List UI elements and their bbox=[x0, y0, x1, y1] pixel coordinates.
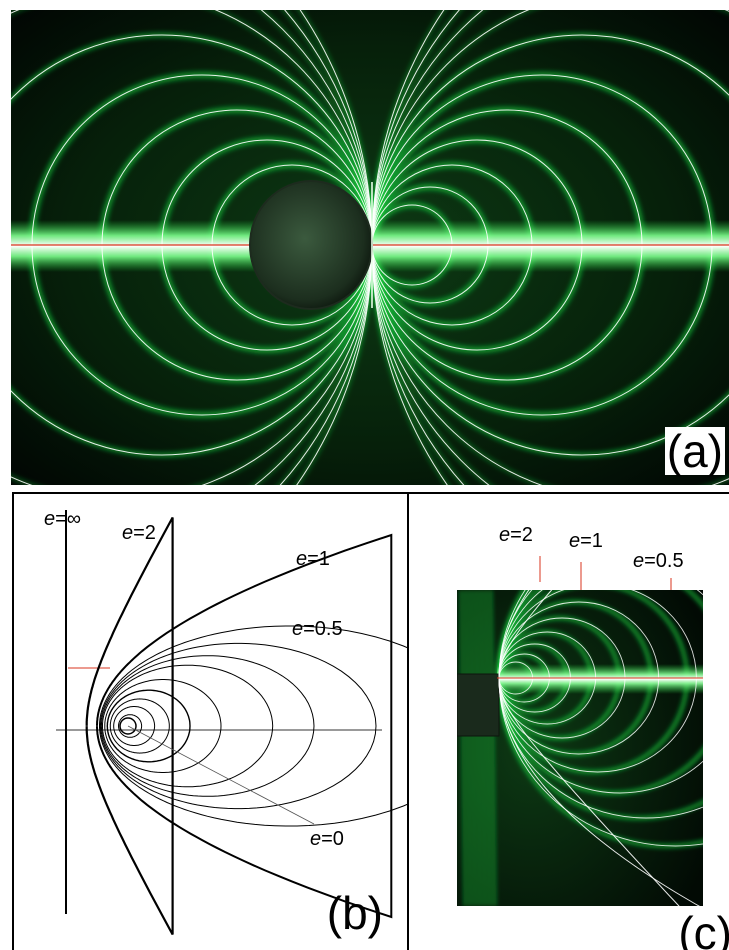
label-e-1: e=1 bbox=[296, 548, 330, 570]
c-label-e-0-5: e=0.5 bbox=[633, 550, 684, 572]
ellipse-curve bbox=[99, 642, 377, 810]
c-streak bbox=[479, 590, 487, 906]
label-e-infinity: e=∞ bbox=[44, 508, 82, 530]
panel-c-overlay-photo: e=2 e=1 e=0.5 bbox=[409, 492, 729, 950]
ellipse-curve bbox=[104, 679, 222, 773]
label-e-2: e=2 bbox=[122, 522, 156, 544]
panel-a-svg bbox=[11, 10, 729, 485]
label-e-0-5: e=0.5 bbox=[292, 618, 343, 640]
ellipse-curve bbox=[100, 655, 315, 797]
focus-circle bbox=[119, 717, 137, 735]
c-photo-background bbox=[457, 590, 703, 906]
panel-c-svg bbox=[457, 556, 703, 906]
ellipse-curve bbox=[118, 714, 143, 738]
c-streak bbox=[459, 590, 467, 906]
c-streak bbox=[464, 590, 472, 906]
panel-b-conic-diagram: e=∞ e=2 e=1 e=0.5 e=0 (b) bbox=[12, 492, 409, 950]
panel-a-label: (a) bbox=[664, 425, 725, 477]
ellipse-curve bbox=[99, 625, 407, 827]
central-sphere bbox=[249, 180, 373, 310]
b-conic-curves bbox=[85, 516, 407, 936]
c-label-e-2: e=2 bbox=[499, 524, 533, 546]
label-e-0: e=0 bbox=[310, 828, 344, 850]
c-streak bbox=[469, 590, 477, 906]
ellipse-curve bbox=[106, 689, 191, 763]
e0-pointer bbox=[127, 725, 315, 825]
panel-b-label: (b) bbox=[326, 887, 383, 939]
panel-a-field-photo: (a) bbox=[11, 10, 729, 485]
curve-e-2 bbox=[85, 516, 174, 936]
c-sphere-edge bbox=[457, 673, 500, 737]
curve-e-1 bbox=[96, 533, 393, 919]
c-label-e-1: e=1 bbox=[569, 530, 603, 552]
c-streak bbox=[489, 590, 497, 906]
panel-b-svg bbox=[56, 510, 407, 936]
ellipse-curve bbox=[113, 706, 156, 746]
c-streak bbox=[484, 590, 492, 906]
ellipse-curve bbox=[109, 698, 170, 754]
c-bright-beam bbox=[497, 664, 703, 694]
panel-c-label: (c) bbox=[678, 907, 729, 950]
c-streak bbox=[474, 590, 482, 906]
ellipse-curve bbox=[102, 664, 274, 788]
